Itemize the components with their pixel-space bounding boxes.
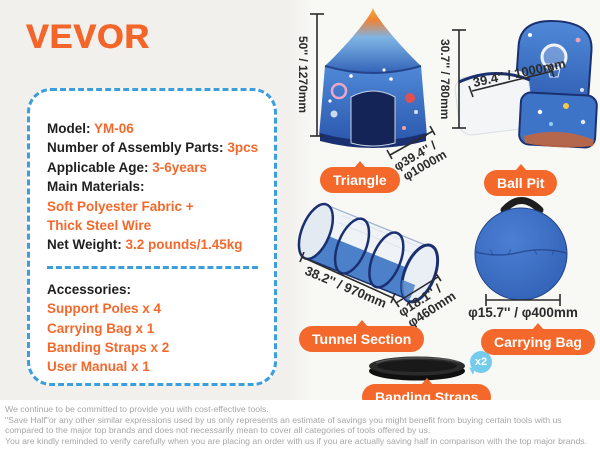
triangle-height-dimension — [310, 13, 324, 137]
accessory-item: Support Poles x 4 — [47, 301, 162, 317]
footer-line: We continue to be committed to provide y… — [5, 404, 269, 414]
spec-row-assembly-parts: Number of Assembly Parts: 3pcs — [47, 138, 260, 157]
accessory-item: Banding Straps x 2 — [47, 340, 170, 356]
footer-line: compared to the major top brands and doe… — [5, 425, 431, 436]
quantity-badge: x2 — [470, 351, 492, 373]
label-tunnel-section: Tunnel Section — [299, 320, 425, 352]
label-triangle: Triangle — [320, 161, 400, 193]
spec-row-model: Model: YM-06 — [47, 119, 260, 138]
vevor-logo: VEVOR — [26, 18, 151, 56]
ball-pit-height-dimension — [452, 29, 466, 129]
spec-label: Applicable Age: — [47, 159, 153, 175]
divider — [47, 265, 258, 269]
footer-line: You are kindly reminded to verify carefu… — [5, 435, 588, 446]
triangle-height-dimension-text: 50'' / 1270mm — [296, 36, 310, 113]
spec-label: Number of Assembly Parts: — [47, 140, 228, 156]
banding-straps-illustration — [369, 356, 465, 381]
spec-value: 3pcs — [227, 140, 259, 156]
ball-pit-height-dimension-text: 30.7'' / 780mm — [438, 39, 452, 119]
spec-box: Model: YM-06 Number of Assembly Parts: 3… — [27, 88, 277, 386]
accessory-item: Carrying Bag x 1 — [47, 320, 155, 336]
spec-value: 3.2 pounds/1.45kg — [125, 237, 243, 253]
spec-label: Net Weight: — [47, 237, 126, 253]
spec-row-materials-2: Thick Steel Wire — [47, 216, 260, 235]
triangle-tent-illustration — [319, 8, 427, 148]
spec-row-age: Applicable Age: 3-6years — [47, 158, 260, 177]
accessories-title: Accessories: — [47, 281, 132, 297]
footer-disclaimer: We continue to be committed to provide y… — [0, 400, 600, 450]
carrying-bag-diameter-dimension — [485, 294, 561, 306]
spec-label: Main Materials: — [47, 179, 145, 195]
tunnel-illustration — [297, 202, 440, 304]
label-carrying-bag: Carrying Bag — [481, 323, 595, 355]
label-ball-pit: Ball Pit — [484, 164, 558, 196]
spec-row-materials-1: Soft Polyester Fabric + — [47, 197, 260, 216]
spec-label: Model: — [47, 121, 94, 136]
spec-row-materials-title: Main Materials: — [47, 177, 260, 196]
tunnel-diameter-dimension — [392, 271, 442, 308]
carrying-bag-diameter-dimension-text: φ15.7'' / φ400mm — [468, 305, 578, 320]
spec-value: Soft Polyester Fabric + — [47, 198, 194, 214]
accessory-item: User Manual x 1 — [47, 359, 150, 375]
spec-value: Thick Steel Wire — [47, 218, 152, 234]
carrying-bag-illustration — [474, 197, 568, 301]
spec-value: 3-6years — [152, 159, 208, 175]
spec-row-net-weight: Net Weight: 3.2 pounds/1.45kg — [47, 235, 260, 254]
triangle-diameter-dimension — [386, 125, 436, 160]
ball-pit-width-dimension — [468, 65, 555, 98]
footer-line: "Save Half"or any other similar expressi… — [5, 414, 562, 425]
spec-value: YM-06 — [94, 121, 134, 136]
